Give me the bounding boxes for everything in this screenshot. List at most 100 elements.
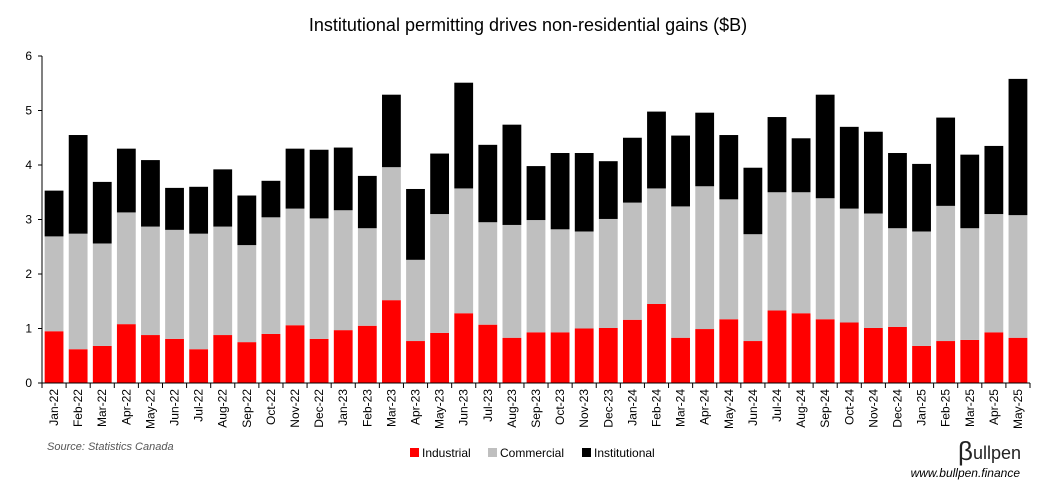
x-tick-label: Aug-22 (216, 389, 230, 428)
x-tick-label: Dec-22 (312, 389, 326, 428)
y-tick-label: 5 (25, 104, 32, 118)
bar-commercial-jun-22 (165, 229, 184, 339)
bar-commercial-jun-23 (454, 188, 474, 314)
y-tick-label: 6 (25, 49, 32, 63)
x-tick-label: Nov-24 (866, 389, 880, 428)
bar-industrial-apr-25 (984, 332, 1004, 383)
y-tick-label: 4 (25, 158, 32, 172)
bar-commercial-oct-23 (550, 229, 570, 333)
x-tick-label: Jan-23 (336, 389, 350, 426)
bar-industrial-may-24 (719, 319, 739, 383)
x-axis: Jan-22 Feb-22 Mar-22 Apr-22 May-22 Jun-22 Jul-… (41, 382, 1031, 429)
bar-commercial-may-23 (430, 214, 450, 333)
bar-institutional-jul-22 (189, 186, 209, 234)
bar-institutional-sep-23 (526, 166, 546, 221)
x-tick-label: Apr-23 (409, 389, 423, 425)
x-tick-label: Jul-24 (770, 389, 784, 422)
bar-industrial-feb-23 (357, 325, 377, 383)
bar-institutional-oct-23 (550, 153, 570, 230)
x-tick-label: Sep-23 (529, 389, 543, 428)
x-tick-label: Dec-23 (601, 389, 615, 428)
bar-industrial-dec-24 (888, 326, 907, 383)
x-tick-label: Dec-24 (890, 389, 904, 428)
bar-industrial-oct-23 (550, 332, 570, 383)
bar-institutional-apr-23 (406, 188, 425, 260)
bar-industrial-mar-23 (382, 300, 401, 383)
bar-industrial-jul-22 (189, 349, 209, 383)
bar-commercial-oct-22 (261, 217, 281, 334)
bar-institutional-aug-23 (502, 124, 522, 225)
bar-institutional-sep-22 (237, 195, 257, 246)
bar-institutional-feb-24 (647, 111, 666, 189)
bar-commercial-feb-22 (68, 233, 88, 350)
x-tick-label: Aug-23 (505, 389, 519, 428)
bar-commercial-nov-22 (285, 208, 305, 326)
x-tick-label: Nov-23 (577, 389, 591, 428)
bar-institutional-mar-25 (960, 154, 980, 229)
bar-institutional-may-22 (141, 160, 160, 227)
x-tick-label: Jan-24 (625, 389, 639, 426)
bar-industrial-jan-25 (912, 345, 931, 383)
bar-institutional-dec-22 (309, 149, 329, 219)
bar-commercial-dec-23 (598, 218, 618, 328)
bar-commercial-aug-23 (502, 224, 522, 338)
bar-institutional-jun-23 (454, 82, 474, 189)
bar-institutional-mar-22 (92, 181, 112, 244)
bar-institutional-nov-23 (574, 153, 594, 232)
bar-commercial-apr-23 (406, 259, 425, 342)
bar-institutional-jul-23 (478, 144, 498, 223)
brand-logo: β ullpen (958, 436, 1021, 466)
x-tick-label: May-24 (722, 389, 736, 429)
bar-commercial-may-25 (1008, 215, 1028, 338)
bar-industrial-apr-23 (406, 341, 425, 383)
bar-industrial-sep-23 (526, 332, 546, 383)
x-tick-label: Apr-24 (698, 389, 712, 425)
bar-institutional-jul-24 (767, 117, 787, 193)
x-tick-label: Jun-24 (746, 389, 760, 426)
bar-industrial-mar-25 (960, 339, 980, 383)
bar-commercial-jul-24 (767, 192, 787, 311)
bar-industrial-nov-24 (863, 327, 883, 383)
bar-institutional-apr-24 (695, 112, 715, 187)
bar-institutional-jun-24 (743, 167, 763, 235)
bar-institutional-nov-24 (863, 131, 883, 214)
bar-institutional-feb-25 (936, 117, 956, 206)
x-tick-label: Nov-22 (288, 389, 302, 428)
bar-institutional-dec-23 (598, 161, 618, 219)
bar-industrial-may-25 (1008, 337, 1028, 383)
bar-institutional-feb-23 (357, 175, 377, 229)
bar-commercial-jan-22 (44, 236, 64, 332)
bar-industrial-aug-23 (502, 337, 522, 383)
brand-name: ullpen (973, 443, 1021, 463)
x-tick-label: Oct-23 (553, 389, 567, 425)
bar-institutional-feb-22 (68, 135, 88, 234)
bar-commercial-apr-24 (695, 186, 715, 330)
bar-industrial-aug-24 (791, 313, 811, 383)
bar-industrial-apr-22 (116, 324, 136, 383)
x-tick-label: Feb-24 (649, 389, 663, 427)
bar-industrial-sep-22 (237, 342, 257, 384)
x-tick-label: Sep-24 (818, 389, 832, 428)
x-tick-label: Jul-23 (481, 389, 495, 422)
x-tick-label: Apr-22 (119, 389, 133, 425)
bar-commercial-feb-23 (357, 228, 377, 326)
bar-commercial-may-22 (141, 226, 160, 336)
bar-institutional-mar-23 (382, 94, 401, 168)
bar-institutional-jan-22 (44, 190, 64, 237)
bar-industrial-nov-23 (574, 328, 594, 383)
bar-institutional-mar-24 (671, 135, 690, 207)
bar-industrial-oct-22 (261, 333, 281, 383)
x-tick-label: Oct-24 (842, 389, 856, 425)
legend-label-industrial: Industrial (422, 446, 471, 460)
bar-institutional-dec-24 (888, 153, 907, 229)
bar-industrial-may-23 (430, 332, 450, 383)
bar-commercial-dec-24 (888, 228, 907, 327)
x-tick-label: Oct-22 (264, 389, 278, 425)
bar-commercial-apr-25 (984, 214, 1004, 333)
bars (44, 78, 1028, 384)
source-note: Source: Statistics Canada (47, 441, 174, 453)
bar-industrial-apr-24 (695, 329, 715, 383)
legend-swatch-industrial (410, 448, 419, 457)
bar-industrial-jun-24 (743, 341, 763, 383)
